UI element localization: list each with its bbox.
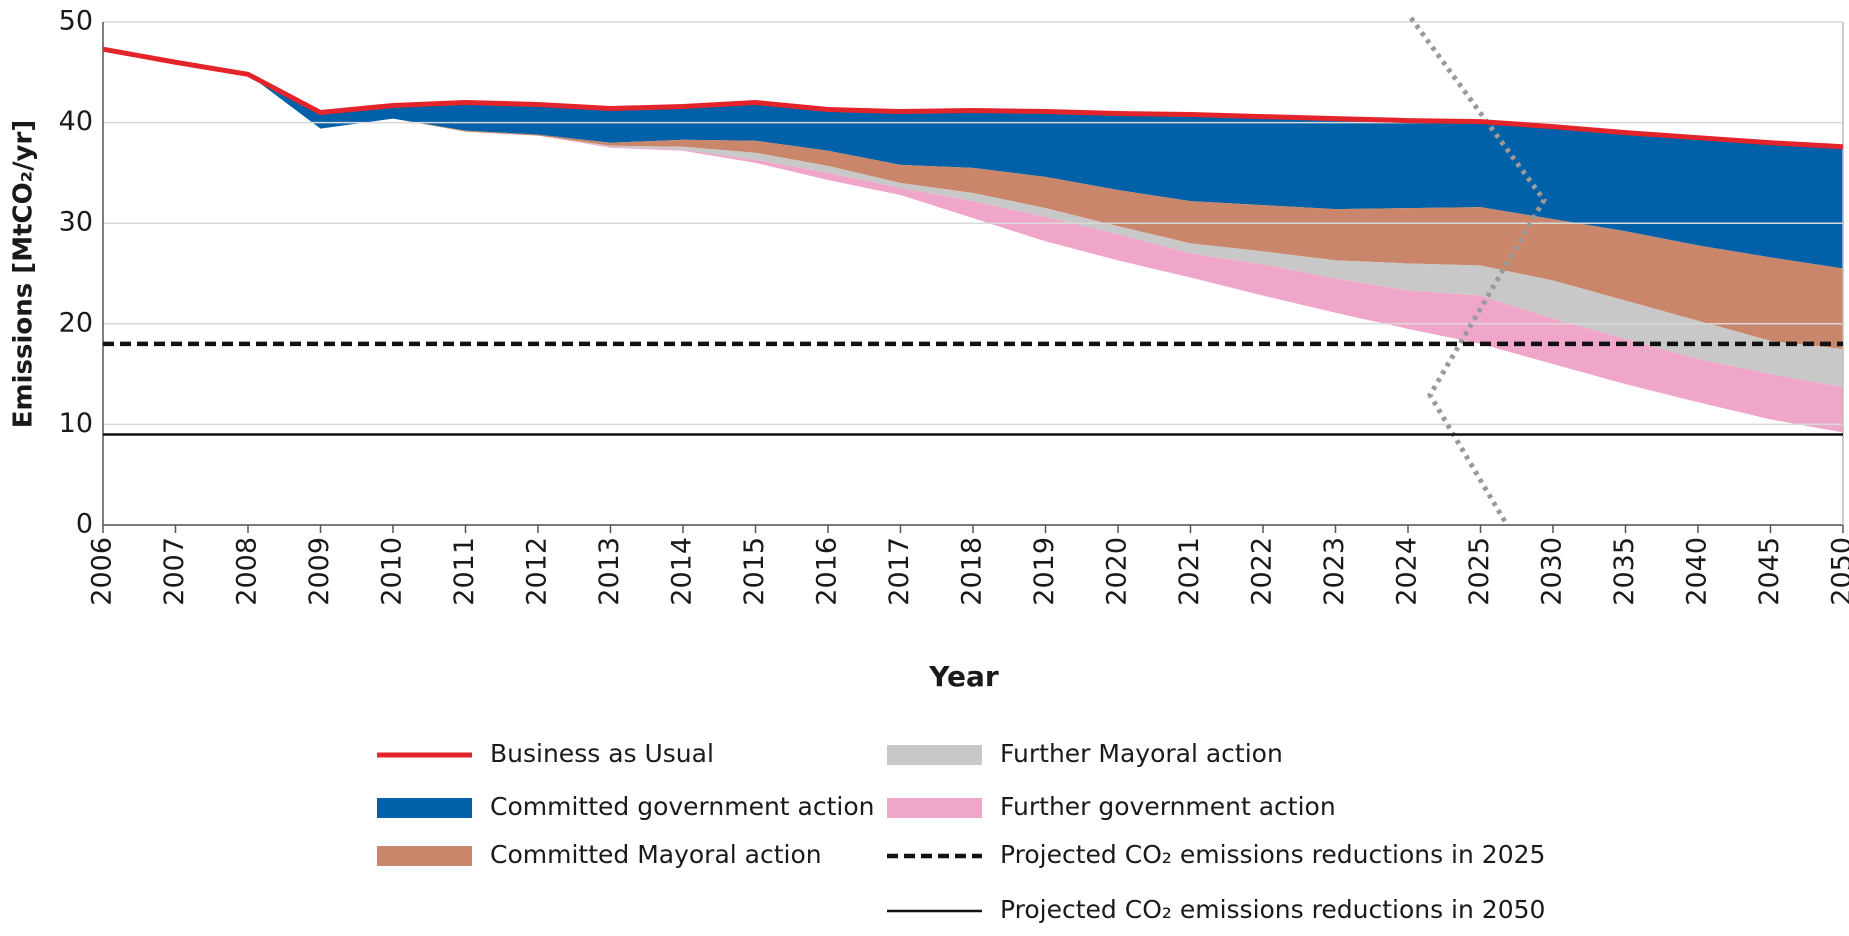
x-tick-label: 2016	[812, 537, 843, 606]
x-tick-label: 2024	[1392, 537, 1423, 606]
legend-swatch	[377, 846, 472, 866]
x-tick-label: 2008	[232, 537, 263, 606]
x-tick-label: 2018	[957, 537, 988, 606]
x-tick-label: 2015	[739, 537, 770, 606]
x-tick-label: 2007	[159, 537, 190, 606]
area-band	[103, 49, 1843, 269]
x-tick-label: 2030	[1537, 537, 1568, 606]
grid	[102, 21, 1844, 533]
legend-swatch	[887, 798, 982, 818]
y-tick-label: 10	[59, 408, 93, 439]
x-tick-label: 2035	[1609, 537, 1640, 606]
y-tick-label: 20	[59, 307, 93, 338]
y-axis-title: Emissions [MtCO₂/yr]	[9, 120, 39, 428]
legend-label: Committed government action	[490, 792, 875, 821]
x-tick-label: 2006	[87, 537, 118, 606]
legend-label: Business as Usual	[490, 739, 714, 768]
y-tick-label: 50	[59, 6, 93, 37]
x-tick-label: 2025	[1464, 537, 1495, 606]
legend-label: Further government action	[1000, 792, 1336, 821]
x-tick-label: 2010	[377, 537, 408, 606]
legend-label: Committed Mayoral action	[490, 840, 822, 869]
x-axis-title: Year	[928, 660, 999, 693]
areas	[103, 49, 1843, 433]
x-tick-label: 2013	[594, 537, 625, 606]
x-tick-label: 2019	[1029, 537, 1060, 606]
x-tick-label: 2040	[1682, 537, 1713, 606]
legend-label: Further Mayoral action	[1000, 739, 1283, 768]
legend-label: Projected CO₂ emissions reductions in 20…	[1000, 840, 1545, 869]
legend-swatch	[377, 798, 472, 818]
x-tick-label: 2011	[449, 537, 480, 606]
legend-swatch	[887, 745, 982, 765]
x-tick-label: 2021	[1174, 537, 1205, 606]
x-tick-label: 2014	[667, 537, 698, 606]
line-series	[102, 46, 1844, 150]
x-tick-label: 2020	[1102, 537, 1133, 606]
x-tick-label: 2022	[1247, 537, 1278, 606]
y-tick-label: 40	[59, 106, 93, 137]
x-tick-label: 2012	[522, 537, 553, 606]
x-tick-label: 2023	[1319, 537, 1350, 606]
x-tick-label: 2050	[1827, 537, 1849, 606]
x-tick-label: 2045	[1754, 537, 1785, 606]
x-tick-label: 2009	[304, 537, 335, 606]
y-tick-label: 0	[76, 509, 93, 540]
y-tick-label: 30	[59, 207, 93, 238]
x-tick-label: 2017	[884, 537, 915, 606]
legend-label: Projected CO₂ emissions reductions in 20…	[1000, 895, 1545, 924]
area-band	[103, 49, 1843, 433]
